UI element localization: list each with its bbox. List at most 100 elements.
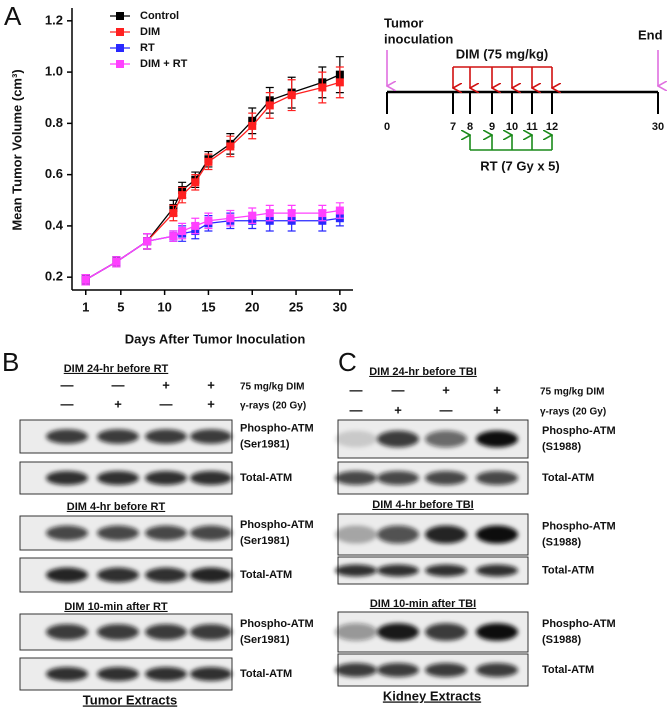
treatment-sign: +: [162, 377, 170, 392]
data-point: [318, 83, 327, 92]
blot-label: Phospho-ATM: [240, 618, 314, 630]
blot-band: [425, 525, 467, 544]
blot-band: [335, 430, 377, 448]
blot-band: [46, 666, 88, 682]
timeline-day: 11: [526, 121, 538, 133]
blot-label: Phospho-ATM: [240, 519, 314, 531]
data-point: [169, 232, 178, 241]
timeline-day: 12: [546, 121, 558, 133]
y-tick-label: 1.0: [45, 64, 63, 79]
blot-label: Total-ATM: [240, 668, 292, 680]
data-point: [248, 121, 257, 130]
blot-label: Phospho-ATM: [542, 425, 616, 437]
blot-label: Total-ATM: [240, 569, 292, 581]
panel-label: B: [2, 347, 19, 377]
data-point: [191, 178, 200, 187]
timeline-day: 9: [489, 121, 495, 133]
blot-band: [190, 666, 232, 682]
timeline-day: 30: [652, 121, 664, 133]
blot-band: [335, 525, 377, 544]
group-title: DIM 4-hr before RT: [67, 501, 166, 513]
rt-label: RT (7 Gy x 5): [480, 158, 559, 173]
data-point: [204, 157, 213, 166]
blot-label: Total-ATM: [240, 472, 292, 484]
blot-label: (S1988): [542, 634, 581, 646]
treatment-sign: +: [394, 402, 402, 417]
legend-label: RT: [140, 42, 155, 54]
timeline-day: 0: [384, 121, 390, 133]
data-point: [265, 209, 274, 218]
data-point: [226, 142, 235, 151]
blot-band: [145, 624, 187, 640]
start-label: Tumor: [384, 15, 423, 30]
blot-band: [335, 662, 377, 678]
dose-label: 75 mg/kg DIM: [540, 387, 604, 398]
y-tick-label: 0.4: [45, 217, 64, 232]
blot-band: [190, 429, 232, 444]
blot-band: [145, 567, 187, 583]
blot-band: [377, 525, 419, 544]
data-point: [191, 221, 200, 230]
x-tick-label: 20: [245, 299, 259, 314]
blot-band: [145, 429, 187, 444]
group-title: DIM 24-hr before RT: [64, 363, 169, 375]
x-tick-label: 5: [117, 299, 124, 314]
treatment-sign: —: [350, 402, 363, 417]
end-label: End: [638, 27, 663, 42]
data-point: [81, 275, 90, 284]
group-title: DIM 24-hr before TBI: [369, 366, 477, 378]
blot-band: [145, 525, 187, 541]
blot-label: Total-ATM: [542, 664, 594, 676]
legend-marker: [116, 28, 124, 36]
data-point: [226, 214, 235, 223]
legend-label: DIM + RT: [140, 58, 188, 70]
blot-band: [425, 430, 467, 448]
blot-band: [46, 567, 88, 583]
treatment-sign: —: [112, 377, 125, 392]
data-point: [287, 209, 296, 218]
panel-label: A: [4, 1, 22, 31]
blot-band: [46, 624, 88, 640]
blot-label: (Ser1981): [240, 535, 290, 547]
x-tick-label: 25: [289, 299, 303, 314]
blot-label: Phospho-ATM: [240, 422, 314, 434]
treatment-sign: +: [493, 402, 501, 417]
blot-band: [97, 624, 139, 640]
data-point: [169, 209, 178, 218]
treatment-sign: —: [160, 396, 173, 411]
blot-band: [377, 662, 419, 678]
data-point: [335, 206, 344, 215]
blot-band: [190, 624, 232, 640]
data-point: [112, 257, 121, 266]
blot-label: Phospho-ATM: [542, 520, 616, 532]
blot-band: [97, 666, 139, 682]
data-point: [287, 91, 296, 100]
data-point: [204, 216, 213, 225]
x-tick-label: 1: [82, 299, 89, 314]
treatment-sign: —: [350, 382, 363, 397]
blot-band: [145, 666, 187, 682]
legend-marker: [116, 12, 124, 20]
dose-label: γ-rays (20 Gy): [240, 401, 306, 412]
blot-band: [190, 567, 232, 583]
group-title: DIM 10-min after TBI: [370, 598, 476, 610]
blot-band: [425, 564, 467, 577]
dim-label: DIM (75 mg/kg): [456, 46, 548, 61]
blot-band: [190, 525, 232, 541]
timeline-day: 10: [506, 121, 518, 133]
blot-band: [476, 430, 518, 448]
dose-label: γ-rays (20 Gy): [540, 407, 606, 418]
blot-band: [425, 623, 467, 641]
blot-band: [97, 525, 139, 541]
y-axis-label: Mean Tumor Volume (cm³): [9, 69, 24, 230]
data-point: [318, 209, 327, 218]
blot-label: (S1988): [542, 441, 581, 453]
data-point: [178, 191, 187, 200]
x-tick-label: 15: [201, 299, 215, 314]
y-tick-label: 0.2: [45, 269, 63, 284]
treatment-sign: +: [114, 396, 122, 411]
blot-band: [190, 470, 232, 486]
blot-label: (S1988): [542, 536, 581, 548]
blot-band: [46, 525, 88, 541]
